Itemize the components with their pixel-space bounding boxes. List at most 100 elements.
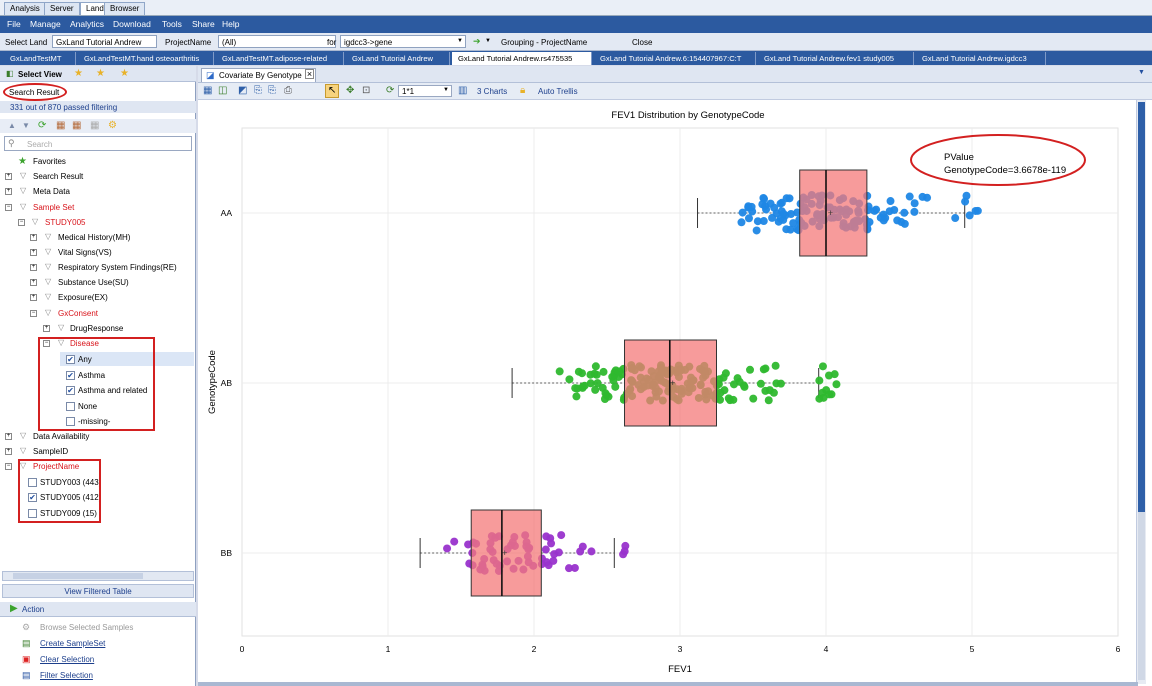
copy-icon[interactable]: ⎘ — [254, 85, 262, 96]
tree-item-vital-signs[interactable]: Vital Signs(VS) — [58, 248, 112, 257]
checkbox-study003[interactable] — [28, 478, 37, 487]
doc-tab[interactable]: GxLandTestMT.hand osteoarthritis — [78, 52, 214, 65]
expand-icon[interactable]: + — [30, 249, 37, 256]
scrollbar-thumb[interactable] — [13, 573, 143, 579]
menu-file[interactable]: File — [7, 19, 21, 29]
bar-chart-icon[interactable]: ▥ — [458, 85, 468, 96]
tree-item-favorites[interactable]: Favorites — [33, 157, 66, 166]
grid-icon[interactable]: ▦ — [72, 120, 82, 131]
tree-item-exposure[interactable]: Exposure(EX) — [58, 293, 108, 302]
expand-icon[interactable]: + — [5, 173, 12, 180]
menu-download[interactable]: Download — [113, 19, 151, 29]
lock-icon[interactable]: 🔒︎ — [520, 85, 526, 96]
charts-count-button[interactable]: 3 Charts — [477, 87, 508, 96]
tab-browser[interactable]: Browser — [104, 2, 146, 15]
action-filter-selection[interactable]: Filter Selection — [40, 671, 93, 680]
action-header[interactable]: ▶ Action — [0, 602, 196, 617]
scrollbar-thumb[interactable] — [1138, 512, 1145, 680]
doc-tab[interactable]: GxLand Tutorial Andrew — [346, 52, 450, 65]
go-arrow-icon[interactable]: ➔ — [473, 36, 481, 46]
grid-icon[interactable]: ▦ — [56, 120, 66, 131]
zoom-select[interactable]: 1*1 ▼ — [398, 85, 452, 97]
doc-tab[interactable]: GxLandTestMT — [4, 52, 76, 65]
collapse-icon[interactable]: − — [18, 219, 25, 226]
tab-server[interactable]: Server — [44, 2, 80, 15]
expand-icon[interactable]: + — [5, 433, 12, 440]
doc-tab-active[interactable]: GxLand Tutorial Andrew.rs475535 — [452, 52, 592, 65]
chevron-down-icon[interactable]: ▼ — [1138, 69, 1145, 76]
up-icon[interactable]: ▲ — [8, 121, 16, 130]
expand-icon[interactable]: + — [30, 264, 37, 271]
action-browse-selected[interactable]: Browse Selected Samples — [40, 623, 134, 632]
option-any[interactable]: Any — [78, 355, 92, 364]
menu-manage[interactable]: Manage — [30, 19, 61, 29]
tree-item-drugresponse[interactable]: DrugResponse — [70, 324, 124, 333]
print-icon[interactable]: ⎙ — [284, 85, 292, 96]
checkbox-missing[interactable] — [66, 417, 75, 426]
settings-icon[interactable]: ⚙ — [108, 120, 117, 131]
tree-item-projectname[interactable]: ProjectName — [33, 462, 80, 471]
tree-item-respiratory[interactable]: Respiratory System Findings(RE) — [58, 263, 177, 272]
checkbox-any[interactable]: ✔ — [66, 355, 75, 364]
gene-select[interactable]: igdcc3->gene ▼ — [340, 35, 466, 48]
option-asthma[interactable]: Asthma — [78, 371, 106, 380]
doc-tab[interactable]: GxLand Tutorial Andrew.6:154407967:C:T — [594, 52, 756, 65]
expand-icon[interactable]: + — [43, 325, 50, 332]
auto-trellis-button[interactable]: Auto Trellis — [538, 87, 578, 96]
refresh-icon[interactable]: ⟳ — [386, 85, 395, 96]
copy-icon[interactable]: ⎘ — [268, 85, 276, 96]
tree-item-data-availability[interactable]: Data Availability — [33, 432, 90, 441]
layout-icon[interactable]: ◩ — [238, 85, 248, 96]
collapse-icon[interactable]: − — [5, 204, 12, 211]
fit-icon[interactable]: ⊡ — [362, 85, 371, 96]
action-clear-selection[interactable]: Clear Selection — [40, 655, 95, 664]
grouping-label[interactable]: Grouping - ProjectName — [501, 38, 588, 47]
land-select[interactable]: GxLand Tutorial Andrew — [52, 35, 157, 48]
menu-tools[interactable]: Tools — [162, 19, 182, 29]
star-icon[interactable]: ★ — [74, 68, 83, 79]
collapse-icon[interactable]: − — [43, 340, 50, 347]
collapse-icon[interactable]: − — [5, 463, 12, 470]
grid-icon[interactable]: ▦ — [90, 120, 100, 131]
pointer-tool-button[interactable]: ↖ — [325, 84, 339, 98]
doc-tab[interactable]: GxLand Tutorial Andrew.igdcc3 — [916, 52, 1046, 65]
tree-item-sampleid[interactable]: SampleID — [33, 447, 69, 456]
star-icon[interactable]: ★ — [96, 68, 105, 79]
expand-icon[interactable]: + — [30, 294, 37, 301]
tree-item-sample-set[interactable]: Sample Set — [33, 203, 75, 212]
option-none[interactable]: None — [78, 402, 98, 411]
option-study003[interactable]: STUDY003 (443) — [40, 478, 102, 487]
menu-share[interactable]: Share — [192, 19, 215, 29]
star-icon[interactable]: ★ — [120, 68, 129, 79]
view-filtered-table-button[interactable]: View Filtered Table — [2, 584, 194, 598]
option-asthma-related[interactable]: Asthma and related — [78, 386, 148, 395]
tree-item-meta-data[interactable]: Meta Data — [33, 187, 70, 196]
grid-icon[interactable]: ▦ — [203, 85, 213, 96]
chevron-down-icon[interactable]: ▼ — [485, 38, 491, 44]
select-view-button[interactable]: Select View — [18, 70, 62, 79]
tree-item-disease[interactable]: Disease — [70, 339, 99, 348]
down-icon[interactable]: ▼ — [22, 121, 30, 130]
checkbox-study009[interactable] — [28, 509, 37, 518]
project-select[interactable]: (All) ··· — [218, 35, 336, 48]
export-icon[interactable]: ◫ — [218, 85, 228, 96]
checkbox-study005[interactable]: ✔ — [28, 493, 37, 502]
checkbox-asthma-related[interactable]: ✔ — [66, 386, 75, 395]
refresh-icon[interactable]: ⟳ — [38, 120, 47, 131]
tree-item-gxconsent[interactable]: GxConsent — [58, 309, 99, 318]
tree-item-substance-use[interactable]: Substance Use(SU) — [58, 278, 129, 287]
tree-item-search-result[interactable]: Search Result — [33, 172, 84, 181]
expand-icon[interactable]: + — [30, 234, 37, 241]
tree-search-input[interactable]: ⚲ Search — [4, 136, 192, 151]
vertical-scrollbar[interactable] — [1136, 100, 1146, 684]
checkbox-none[interactable] — [66, 402, 75, 411]
expand-icon[interactable]: + — [30, 279, 37, 286]
close-icon[interactable]: × — [305, 69, 314, 79]
checkbox-asthma[interactable]: ✔ — [66, 371, 75, 380]
horizontal-scrollbar[interactable] — [2, 571, 194, 581]
option-missing[interactable]: -missing- — [78, 417, 111, 426]
zoom-icon[interactable]: ✥ — [346, 85, 355, 96]
menu-analytics[interactable]: Analytics — [70, 19, 105, 29]
expand-icon[interactable]: + — [5, 188, 12, 195]
action-create-sampleset[interactable]: Create SampleSet — [40, 639, 106, 648]
